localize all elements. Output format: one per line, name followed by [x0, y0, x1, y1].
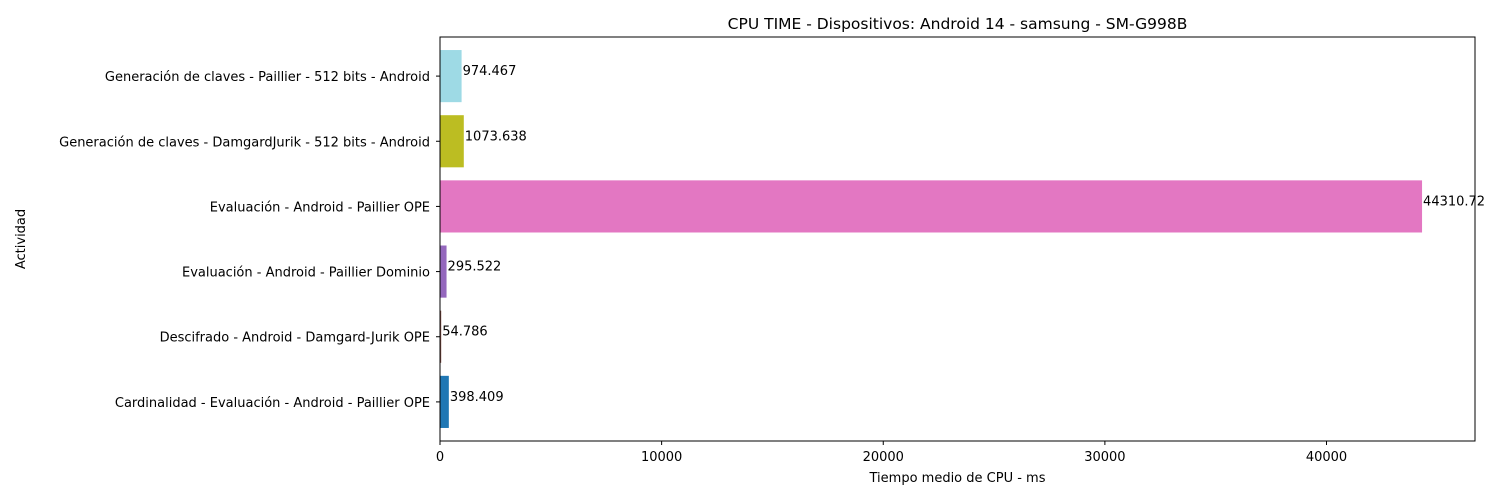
bar-value-label-0: 974.467 — [463, 64, 517, 79]
bar-4 — [440, 310, 442, 363]
bar-value-label-5: 398.409 — [450, 390, 504, 405]
bar-value-label-1: 1073.638 — [465, 129, 527, 144]
x-tick-label-3: 30000 — [1084, 450, 1125, 465]
y-axis-ticks: Generación de claves - Paillier - 512 bi… — [59, 70, 440, 411]
y-axis-label: Actividad — [14, 209, 29, 269]
bar-1 — [440, 115, 464, 168]
x-tick-label-0: 0 — [436, 450, 444, 465]
value-labels-group: 974.467 1073.638 44310.72 295.522 54.786 398.… — [442, 64, 1485, 405]
y-tick-label-4: Descifrado - Android - Damgard-Jurik OPE — [160, 331, 430, 346]
chart-title: CPU TIME - Dispositivos: Android 14 - sa… — [728, 15, 1188, 33]
bar-value-label-4: 54.786 — [442, 325, 488, 340]
x-axis-ticks: 0 10000 20000 30000 40000 — [436, 441, 1347, 465]
bars-group — [440, 50, 1423, 428]
plot-frame — [439, 36, 1476, 442]
y-tick-label-3: Evaluación - Android - Paillier Dominio — [182, 266, 430, 281]
bar-0 — [440, 50, 462, 103]
x-tick-label-4: 40000 — [1306, 450, 1347, 465]
x-axis-label: Tiempo medio de CPU - ms — [869, 471, 1046, 486]
y-tick-label-5: Cardinalidad - Evaluación - Android - Pa… — [115, 396, 430, 411]
bar-5 — [440, 375, 449, 428]
bar-value-label-2: 44310.72 — [1423, 194, 1485, 209]
y-tick-label-2: Evaluación - Android - Paillier OPE — [210, 200, 430, 215]
bar-value-label-3: 295.522 — [448, 260, 502, 275]
x-tick-label-1: 10000 — [641, 450, 682, 465]
bar-3 — [440, 245, 447, 298]
bar-2 — [440, 180, 1423, 233]
y-tick-label-1: Generación de claves - DamgardJurik - 51… — [59, 135, 430, 150]
y-tick-label-0: Generación de claves - Paillier - 512 bi… — [105, 70, 430, 85]
x-tick-label-2: 20000 — [863, 450, 904, 465]
